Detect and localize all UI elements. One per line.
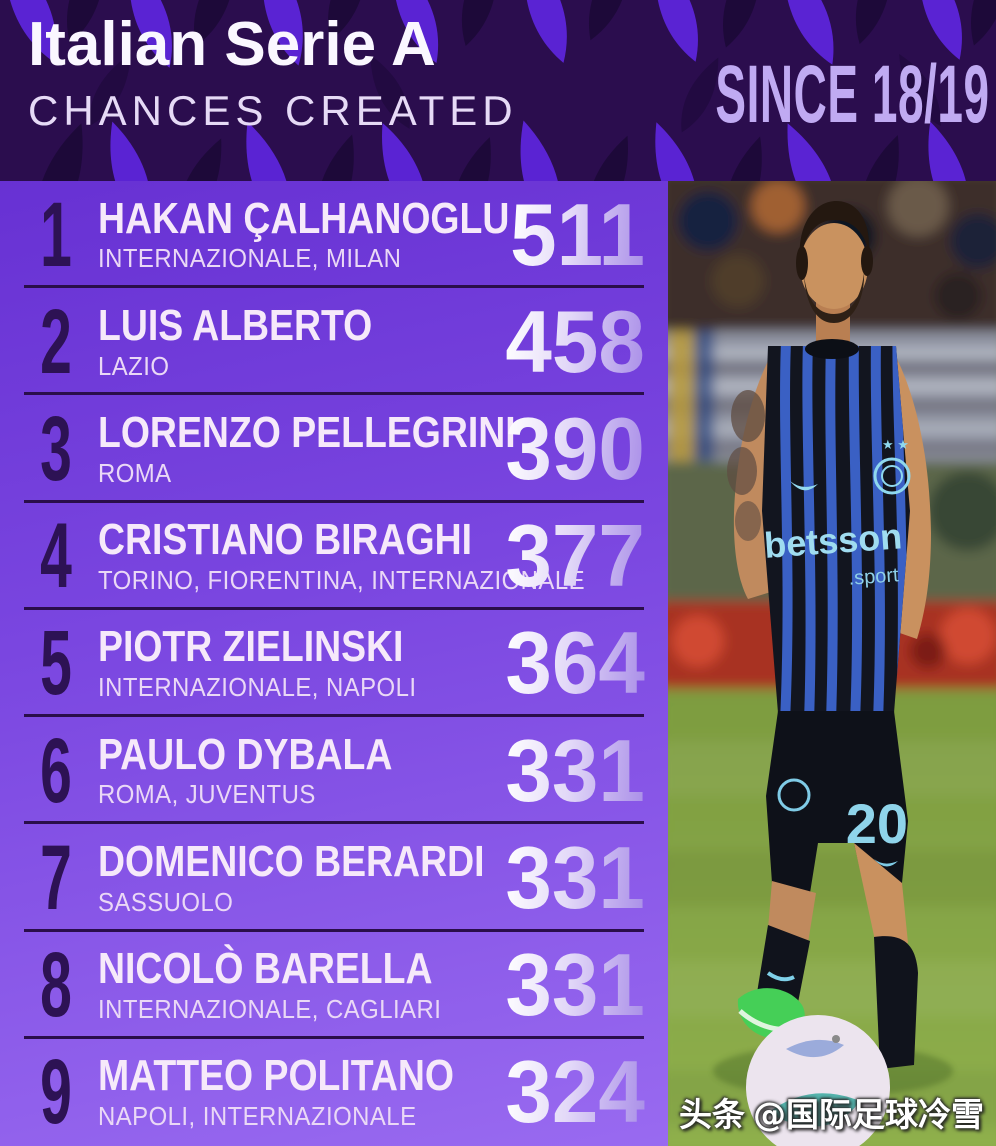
- nike-swoosh-icon: [790, 481, 818, 491]
- club-badge-inner: [881, 465, 903, 487]
- ranking-row-5: 5 PIOTR ZIELINSKI INTERNAZIONALE, NAPOLI…: [0, 610, 668, 718]
- player-name: CRISTIANO BIRAGHI: [98, 515, 472, 565]
- arm-tattoo: [731, 390, 765, 442]
- sock-swoosh-icon: [766, 971, 795, 982]
- shirt-sponsor-sub: .sport: [848, 564, 900, 589]
- header-banner: Italian Serie A CHANCES CREATED SINCE 18…: [0, 0, 996, 181]
- player-clubs: NAPOLI, INTERNAZIONALE: [98, 1101, 417, 1132]
- chances-value: 377: [505, 506, 645, 606]
- ball-valve: [832, 1035, 840, 1043]
- ranking-row-7: 7 DOMENICO BERARDI SASSUOLO 331: [0, 824, 668, 932]
- player-info: LORENZO PELLEGRINI ROMA: [98, 407, 643, 488]
- rank-number: 9: [40, 1041, 72, 1144]
- rank-number: 3: [40, 398, 72, 501]
- shirt-stripes: [780, 346, 907, 713]
- shorts-badge-icon: [777, 778, 811, 812]
- arm-tattoo: [727, 447, 757, 495]
- chances-value: 458: [505, 291, 645, 391]
- player-clubs: ROMA: [98, 457, 172, 488]
- ranking-row-4: 4 CRISTIANO BIRAGHI TORINO, FIORENTINA, …: [0, 503, 668, 611]
- player-info: NICOLÒ BARELLA INTERNAZIONALE, CAGLIARI: [98, 944, 643, 1024]
- hair: [799, 201, 870, 261]
- chances-value: 390: [505, 399, 645, 499]
- head: [800, 223, 868, 309]
- watermark: 头条 @国际足球冷雪: [679, 1088, 984, 1136]
- since-label: SINCE 18/19: [715, 49, 990, 140]
- shorts: [766, 711, 908, 893]
- arm-tattoo: [735, 501, 761, 541]
- left-thigh: [768, 881, 816, 943]
- player-clubs: INTERNAZIONALE, CAGLIARI: [98, 993, 442, 1024]
- right-sock: [874, 936, 918, 1069]
- player-photo-scene: ★ ★ betsson .sport 20: [668, 181, 996, 1146]
- player-info: DOMENICO BERARDI SASSUOLO: [98, 836, 643, 917]
- player-info: PAULO DYBALA ROMA, JUVENTUS: [98, 729, 643, 810]
- stars: ★ ★: [882, 437, 909, 452]
- ranking-row-8: 8 NICOLÒ BARELLA INTERNAZIONALE, CAGLIAR…: [0, 932, 668, 1039]
- ball-accent: [786, 1039, 844, 1058]
- player-name: DOMENICO BERARDI: [98, 836, 485, 886]
- ranking-row-6: 6 PAULO DYBALA ROMA, JUVENTUS 331: [0, 717, 668, 825]
- stat-subtitle: CHANCES CREATED: [28, 87, 518, 135]
- player-name: NICOLÒ BARELLA: [98, 944, 433, 994]
- rank-number: 7: [40, 826, 72, 929]
- chances-value: 324: [505, 1042, 645, 1142]
- rank-number: 4: [40, 505, 72, 608]
- player-name: HAKAN ÇALHANOGLU: [98, 193, 510, 243]
- shirt-sponsor: betsson: [763, 515, 904, 566]
- rank-number: 2: [40, 290, 72, 393]
- chances-value: 331: [505, 827, 645, 927]
- player-info: CRISTIANO BIRAGHI TORINO, FIORENTINA, IN…: [98, 515, 643, 596]
- leaf-pattern-background: [0, 0, 996, 181]
- player-name: PIOTR ZIELINSKI: [98, 622, 404, 672]
- ranking-row-2: 2 LUIS ALBERTO LAZIO 458: [0, 288, 668, 396]
- ranking-list: 1 HAKAN ÇALHANOGLU INTERNAZIONALE, MILAN…: [0, 181, 668, 1146]
- title-block: Italian Serie A CHANCES CREATED: [28, 12, 518, 135]
- player-name: PAULO DYBALA: [98, 729, 393, 779]
- right-thigh: [854, 843, 908, 945]
- player-clubs: SASSUOLO: [98, 886, 234, 917]
- chances-value: 331: [505, 720, 645, 820]
- beard: [804, 273, 865, 323]
- player-info: HAKAN ÇALHANOGLU INTERNAZIONALE, MILAN: [98, 193, 643, 274]
- player-clubs: TORINO, FIORENTINA, INTERNAZIONALE: [98, 565, 586, 596]
- collar: [805, 339, 859, 359]
- ranking-row-9: 9 MATTEO POLITANO NAPOLI, INTERNAZIONALE…: [0, 1039, 668, 1146]
- hair-side: [796, 246, 808, 280]
- player-name: LUIS ALBERTO: [98, 300, 373, 350]
- player-info: PIOTR ZIELINSKI INTERNAZIONALE, NAPOLI: [98, 622, 643, 703]
- player-name: LORENZO PELLEGRINI: [98, 407, 516, 457]
- player-clubs: ROMA, JUVENTUS: [98, 779, 316, 810]
- rank-number: 8: [40, 934, 72, 1037]
- watermark-brand: 头条: [679, 1095, 745, 1134]
- page-title: Italian Serie A: [28, 10, 436, 79]
- player-clubs: INTERNAZIONALE, NAPOLI: [98, 672, 417, 703]
- club-badge-icon: [873, 457, 911, 495]
- player-clubs: LAZIO: [98, 350, 170, 381]
- player-photo: ★ ★ betsson .sport 20: [668, 181, 996, 1146]
- rank-number: 1: [40, 183, 72, 286]
- chances-value: 364: [505, 613, 645, 713]
- player-figure: ★ ★ betsson .sport 20: [713, 201, 953, 1146]
- chances-value: 511: [510, 184, 645, 284]
- player-name: MATTEO POLITANO: [98, 1051, 454, 1101]
- chances-value: 331: [505, 935, 645, 1035]
- watermark-handle: @国际足球冷雪: [753, 1095, 984, 1134]
- player-clubs: INTERNAZIONALE, MILAN: [98, 243, 402, 274]
- ranking-row-1: 1 HAKAN ÇALHANOGLU INTERNAZIONALE, MILAN…: [0, 181, 668, 289]
- ball-accent: [768, 1093, 860, 1127]
- shorts-number: 20: [846, 792, 908, 855]
- shorts-swoosh-icon: [874, 859, 898, 867]
- hair-side: [861, 246, 873, 276]
- player-info: MATTEO POLITANO NAPOLI, INTERNAZIONALE: [98, 1051, 643, 1132]
- player-info: LUIS ALBERTO LAZIO: [98, 300, 643, 381]
- rank-number: 5: [40, 612, 72, 715]
- ranking-row-3: 3 LORENZO PELLEGRINI ROMA 390: [0, 395, 668, 503]
- rank-number: 6: [40, 719, 72, 822]
